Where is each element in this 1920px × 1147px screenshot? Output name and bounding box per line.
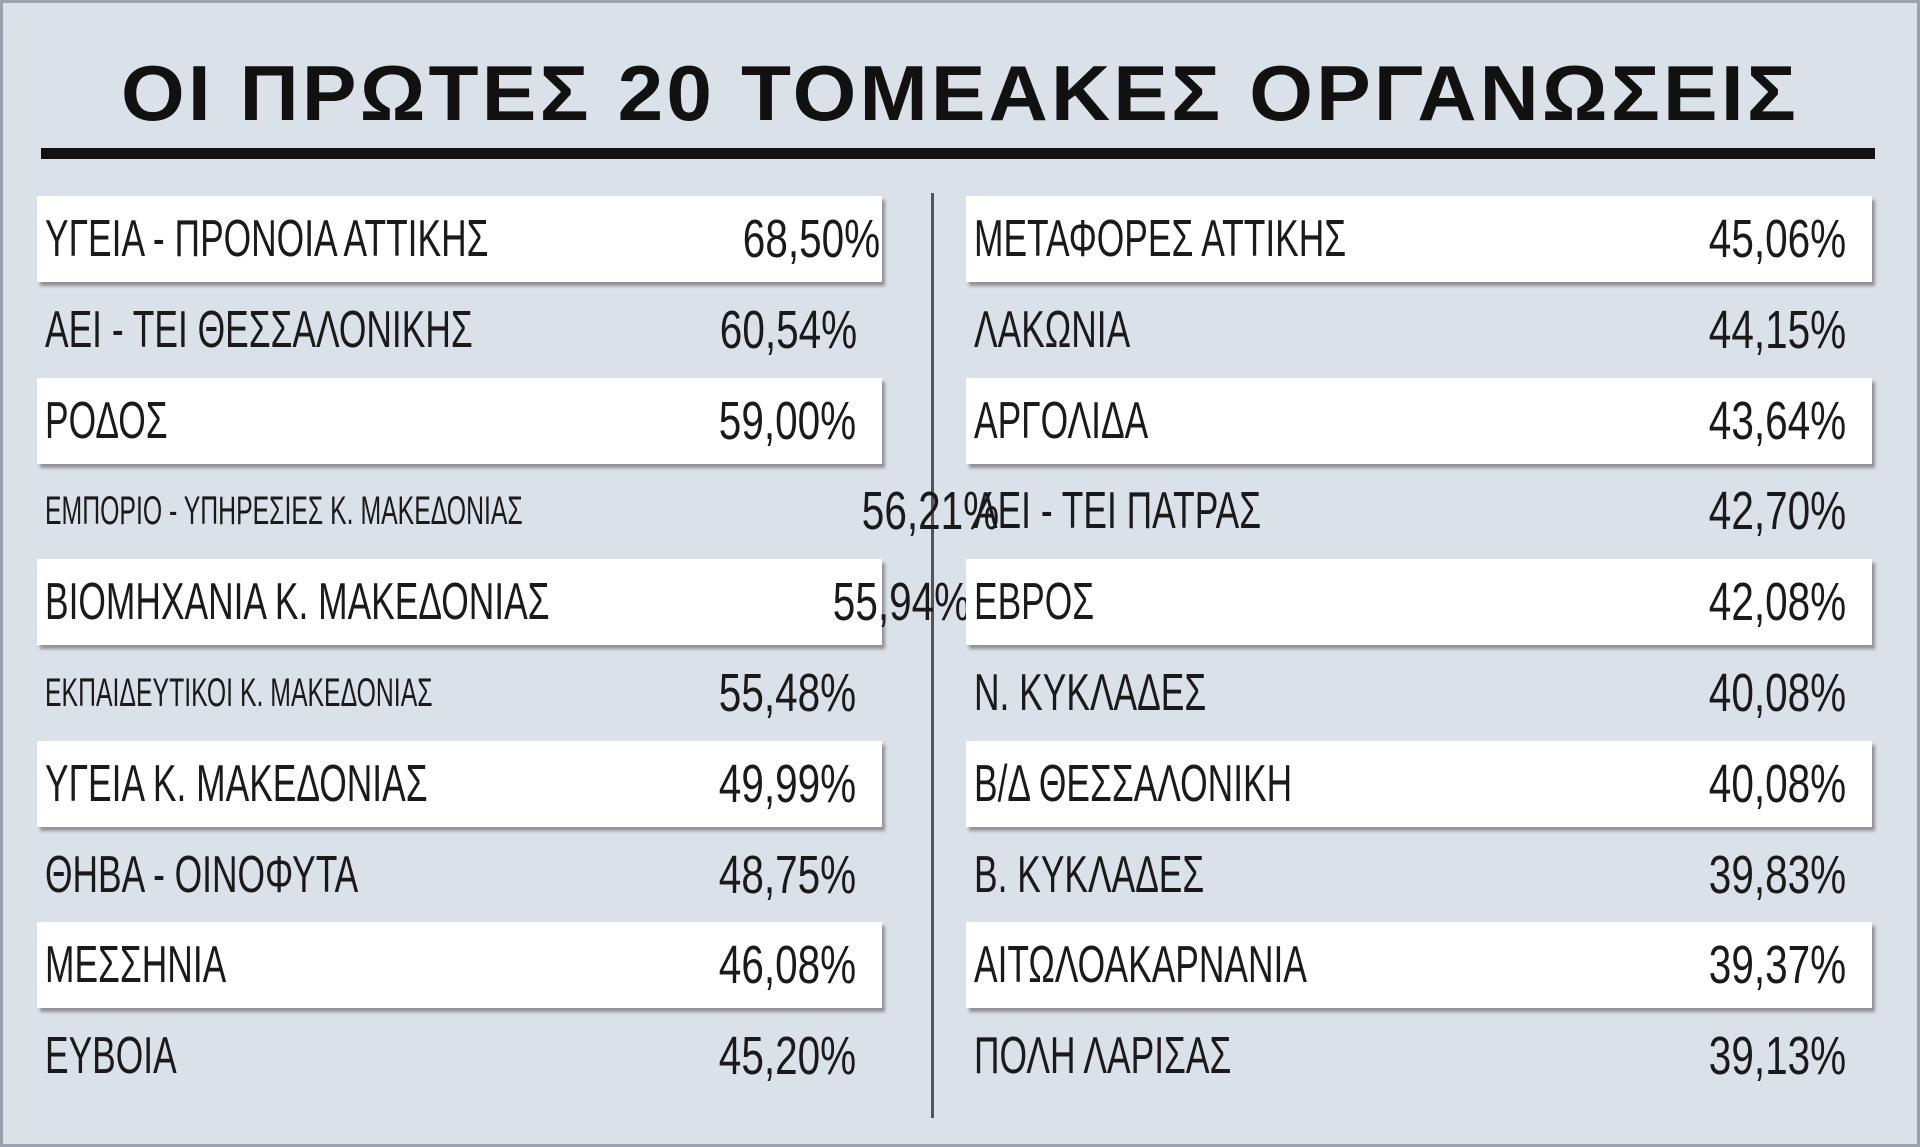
table-row: ΑΙΤΩΛΟΑΚΑΡΝΑΝΙΑ 39,37% bbox=[966, 922, 1872, 1009]
table-row: ΒΙΟΜΗΧΑΝΙΑ Κ. ΜΑΚΕΔΟΝΙΑΣ 55,94% bbox=[37, 559, 970, 646]
table-row: ΥΓΕΙΑ Κ. ΜΑΚΕΔΟΝΙΑΣ 49,99% bbox=[37, 740, 882, 827]
row-value: 42,08% bbox=[1708, 572, 1846, 633]
row-value: 59,00% bbox=[718, 390, 856, 451]
row-value: 42,70% bbox=[1708, 481, 1846, 542]
row-label: Β/Δ ΘΕΣΣΑΛΟΝΙΚΗ bbox=[974, 754, 1293, 813]
row-label: ΜΕΤΑΦΟΡΕΣ ΑΤΤΙΚΗΣ bbox=[974, 210, 1347, 268]
row-value: 39,83% bbox=[1708, 844, 1846, 905]
table-row: ΜΕΤΑΦΟΡΕΣ ΑΤΤΙΚΗΣ 45,06% bbox=[966, 196, 1872, 282]
title: ΟΙ ΠΡΩΤΕΣ 20 ΤΟΜΕΑΚΕΣ ΟΡΓΑΝΩΣΕΙΣ bbox=[120, 49, 1800, 137]
row-value: 44,15% bbox=[1708, 299, 1846, 360]
row-value: 55,94% bbox=[832, 572, 971, 633]
table-row: ΑΕΙ - ΤΕΙ ΠΑΤΡΑΣ 42,70% bbox=[966, 468, 1872, 554]
table-row: ΡΟΔΟΣ 59,00% bbox=[37, 377, 882, 464]
title-rule bbox=[41, 148, 1875, 159]
row-label: ΒΙΟΜΗΧΑΝΙΑ Κ. ΜΑΚΕΔΟΝΙΑΣ bbox=[45, 573, 550, 632]
row-label: ΑΡΓΟΛΙΔΑ bbox=[974, 391, 1149, 450]
table-row: ΜΕΣΣΗΝΙΑ 46,08% bbox=[37, 922, 882, 1009]
table-row: ΕΚΠΑΙΔΕΥΤΙΚΟΙ Κ. ΜΑΚΕΔΟΝΙΑΣ 55,48% bbox=[37, 650, 882, 736]
row-value: 56,21% bbox=[861, 481, 999, 542]
row-label: ΥΓΕΙΑ - ΠΡΟΝΟΙΑ ΑΤΤΙΚΗΣ bbox=[45, 210, 489, 268]
table-row: ΕΥΒΟΙΑ 45,20% bbox=[37, 1013, 882, 1099]
row-label: ΕΥΒΟΙΑ bbox=[45, 1027, 177, 1086]
table-row: Ν. ΚΥΚΛΑΔΕΣ 40,08% bbox=[966, 650, 1872, 736]
row-label: ΜΕΣΣΗΝΙΑ bbox=[45, 936, 227, 995]
row-value: 48,75% bbox=[718, 844, 856, 905]
row-value: 40,08% bbox=[1708, 753, 1846, 814]
table-row: ΛΑΚΩΝΙΑ 44,15% bbox=[966, 287, 1872, 373]
row-label: ΕΚΠΑΙΔΕΥΤΙΚΟΙ Κ. ΜΑΚΕΔΟΝΙΑΣ bbox=[45, 670, 433, 715]
row-value: 55,48% bbox=[718, 663, 856, 723]
row-label: ΕΒΡΟΣ bbox=[974, 573, 1095, 632]
row-label: ΠΟΛΗ ΛΑΡΙΣΑΣ bbox=[974, 1027, 1232, 1086]
row-value: 46,08% bbox=[718, 935, 856, 996]
row-value: 68,50% bbox=[742, 209, 881, 269]
table-row: ΠΟΛΗ ΛΑΡΙΣΑΣ 39,13% bbox=[966, 1013, 1872, 1099]
table-row: ΕΜΠΟΡΙΟ - ΥΠΗΡΕΣΙΕΣ Κ. ΜΑΚΕΔΟΝΙΑΣ 56,21% bbox=[37, 468, 999, 554]
row-label: Ν. ΚΥΚΛΑΔΕΣ bbox=[974, 664, 1207, 722]
row-value: 39,37% bbox=[1708, 935, 1846, 996]
row-label: ΥΓΕΙΑ Κ. ΜΑΚΕΔΟΝΙΑΣ bbox=[45, 754, 428, 813]
row-label: ΑΕΙ - ΤΕΙ ΠΑΤΡΑΣ bbox=[974, 482, 1262, 541]
table-row: ΥΓΕΙΑ - ΠΡΟΝΟΙΑ ΑΤΤΙΚΗΣ 68,50% bbox=[37, 196, 882, 282]
row-value: 40,08% bbox=[1708, 663, 1846, 723]
table-row: Β/Δ ΘΕΣΣΑΛΟΝΙΚΗ 40,08% bbox=[966, 740, 1872, 827]
table-row: ΑΡΓΟΛΙΔΑ 43,64% bbox=[966, 377, 1872, 464]
row-value: 39,13% bbox=[1708, 1026, 1846, 1087]
row-value: 45,06% bbox=[1708, 209, 1846, 269]
row-label: Β. ΚΥΚΛΑΔΕΣ bbox=[974, 845, 1205, 904]
row-label: ΕΜΠΟΡΙΟ - ΥΠΗΡΕΣΙΕΣ Κ. ΜΑΚΕΔΟΝΙΑΣ bbox=[45, 488, 523, 533]
row-value: 45,20% bbox=[718, 1026, 856, 1087]
row-value: 49,99% bbox=[718, 753, 856, 814]
row-label: ΑΙΤΩΛΟΑΚΑΡΝΑΝΙΑ bbox=[974, 936, 1307, 995]
row-value: 43,64% bbox=[1708, 390, 1846, 451]
row-label: ΑΕΙ - ΤΕΙ ΘΕΣΣΑΛΟΝΙΚΗΣ bbox=[45, 300, 473, 359]
row-label: ΘΗΒΑ - ΟΙΝΟΦΥΤΑ bbox=[45, 845, 359, 904]
table-row: ΕΒΡΟΣ 42,08% bbox=[966, 559, 1872, 646]
column-divider bbox=[931, 193, 934, 1118]
table-row: Β. ΚΥΚΛΑΔΕΣ 39,83% bbox=[966, 832, 1872, 918]
row-label: ΛΑΚΩΝΙΑ bbox=[974, 300, 1131, 359]
row-label: ΡΟΔΟΣ bbox=[45, 391, 168, 450]
row-value: 60,54% bbox=[719, 299, 858, 360]
table-row: ΑΕΙ - ΤΕΙ ΘΕΣΣΑΛΟΝΙΚΗΣ 60,54% bbox=[37, 287, 882, 373]
table-row: ΘΗΒΑ - ΟΙΝΟΦΥΤΑ 48,75% bbox=[37, 832, 882, 918]
